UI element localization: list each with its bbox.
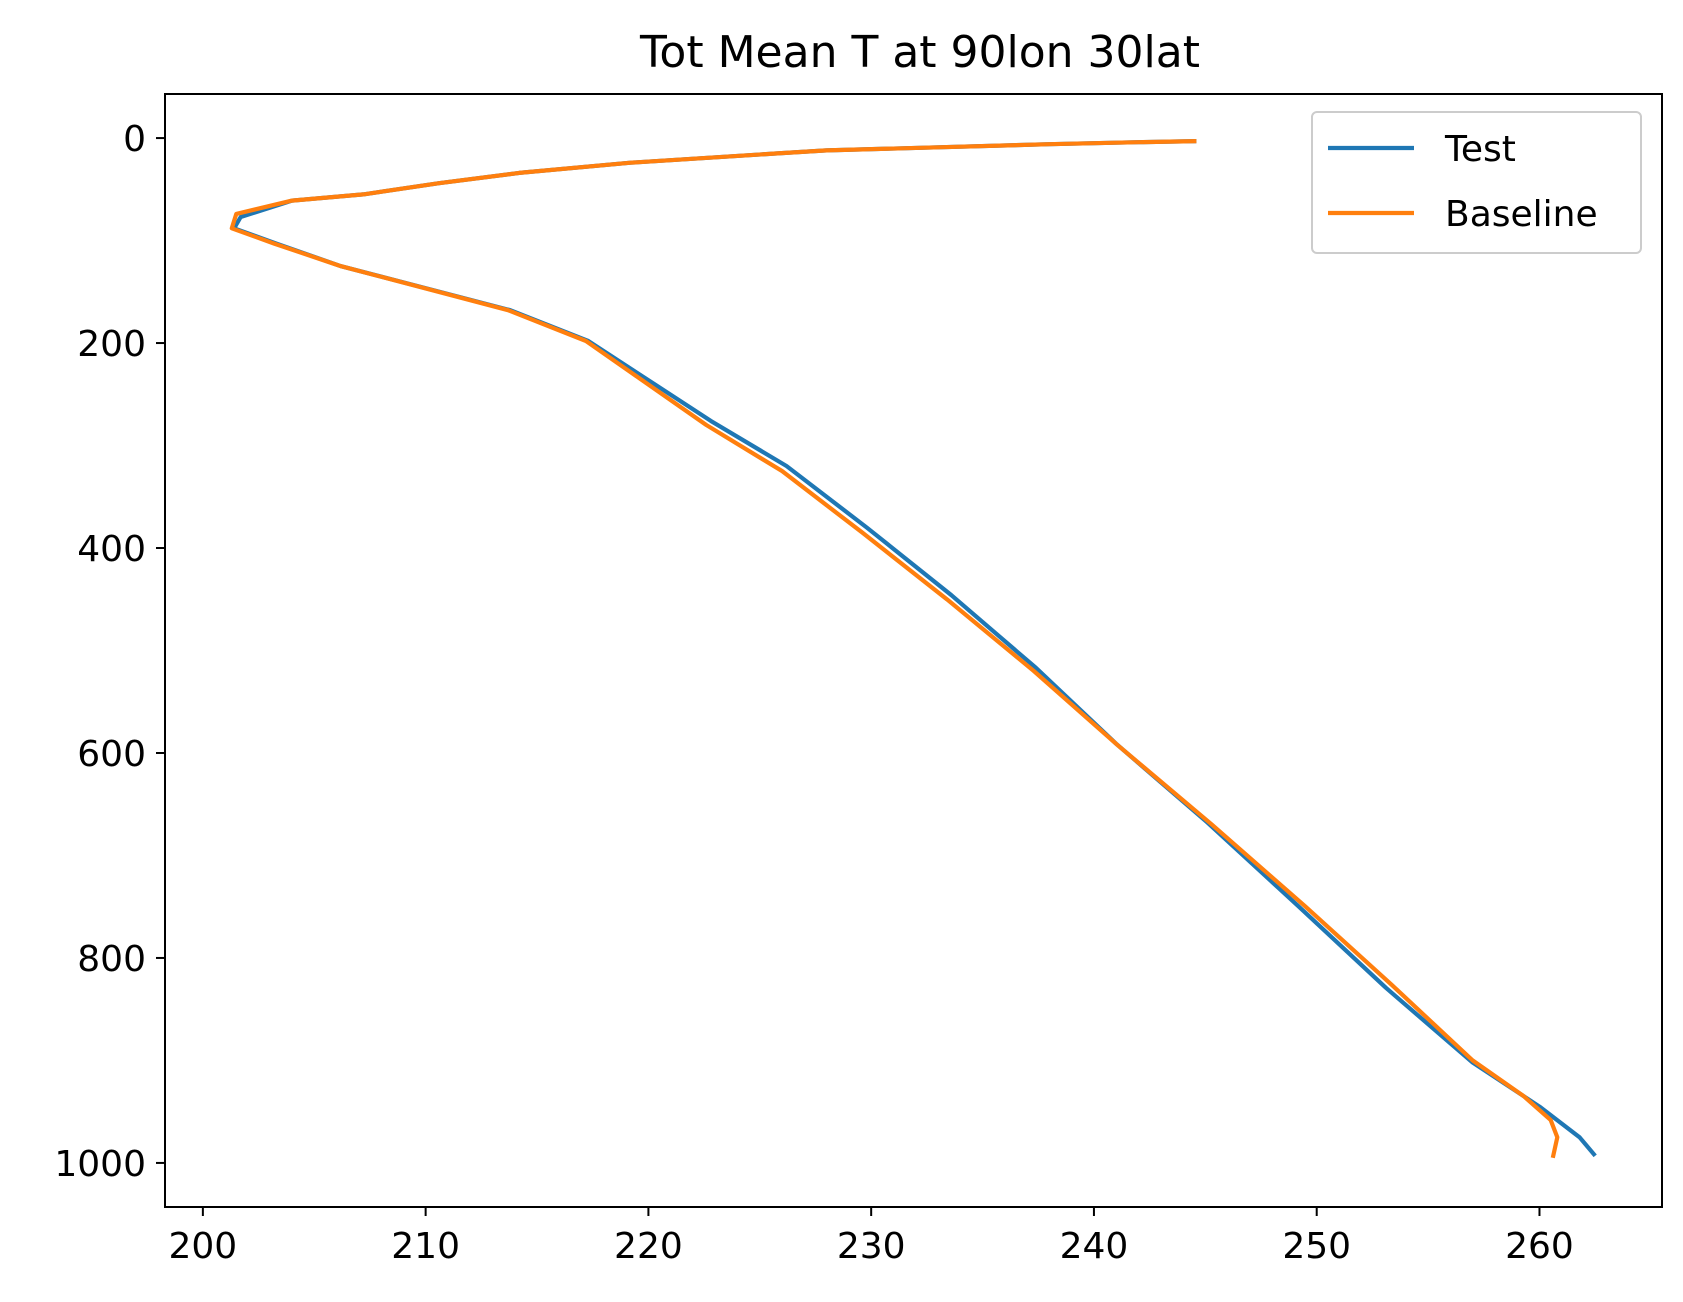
y-tick-label: 0	[123, 119, 146, 160]
x-tick-label: 210	[391, 1226, 460, 1267]
x-tick-label: 200	[169, 1226, 238, 1267]
y-tick-label: 200	[77, 324, 146, 365]
x-tick-label: 240	[1060, 1226, 1129, 1267]
axes-frame	[164, 93, 1663, 1208]
y-tick-label: 400	[77, 529, 146, 570]
x-tick-label: 230	[837, 1226, 906, 1267]
legend-label-baseline: Baseline	[1445, 194, 1598, 235]
x-tick-label: 260	[1505, 1226, 1574, 1267]
series-line-baseline	[229, 139, 1560, 1159]
y-tick-label: 800	[77, 939, 146, 980]
y-tick-label: 600	[77, 734, 146, 775]
chart-title: Tot Mean T at 90lon 30lat	[639, 27, 1200, 78]
legend: Test Baseline	[1311, 111, 1642, 254]
x-tick-label: 220	[614, 1226, 683, 1267]
x-tick-label: 250	[1282, 1226, 1351, 1267]
plot-area: 200 210 220 230 240 250 260 0 200 400 600 800 1000 Te…	[54, 93, 1663, 1267]
y-tick-label: 1000	[54, 1144, 146, 1185]
legend-label-test: Test	[1444, 129, 1516, 170]
